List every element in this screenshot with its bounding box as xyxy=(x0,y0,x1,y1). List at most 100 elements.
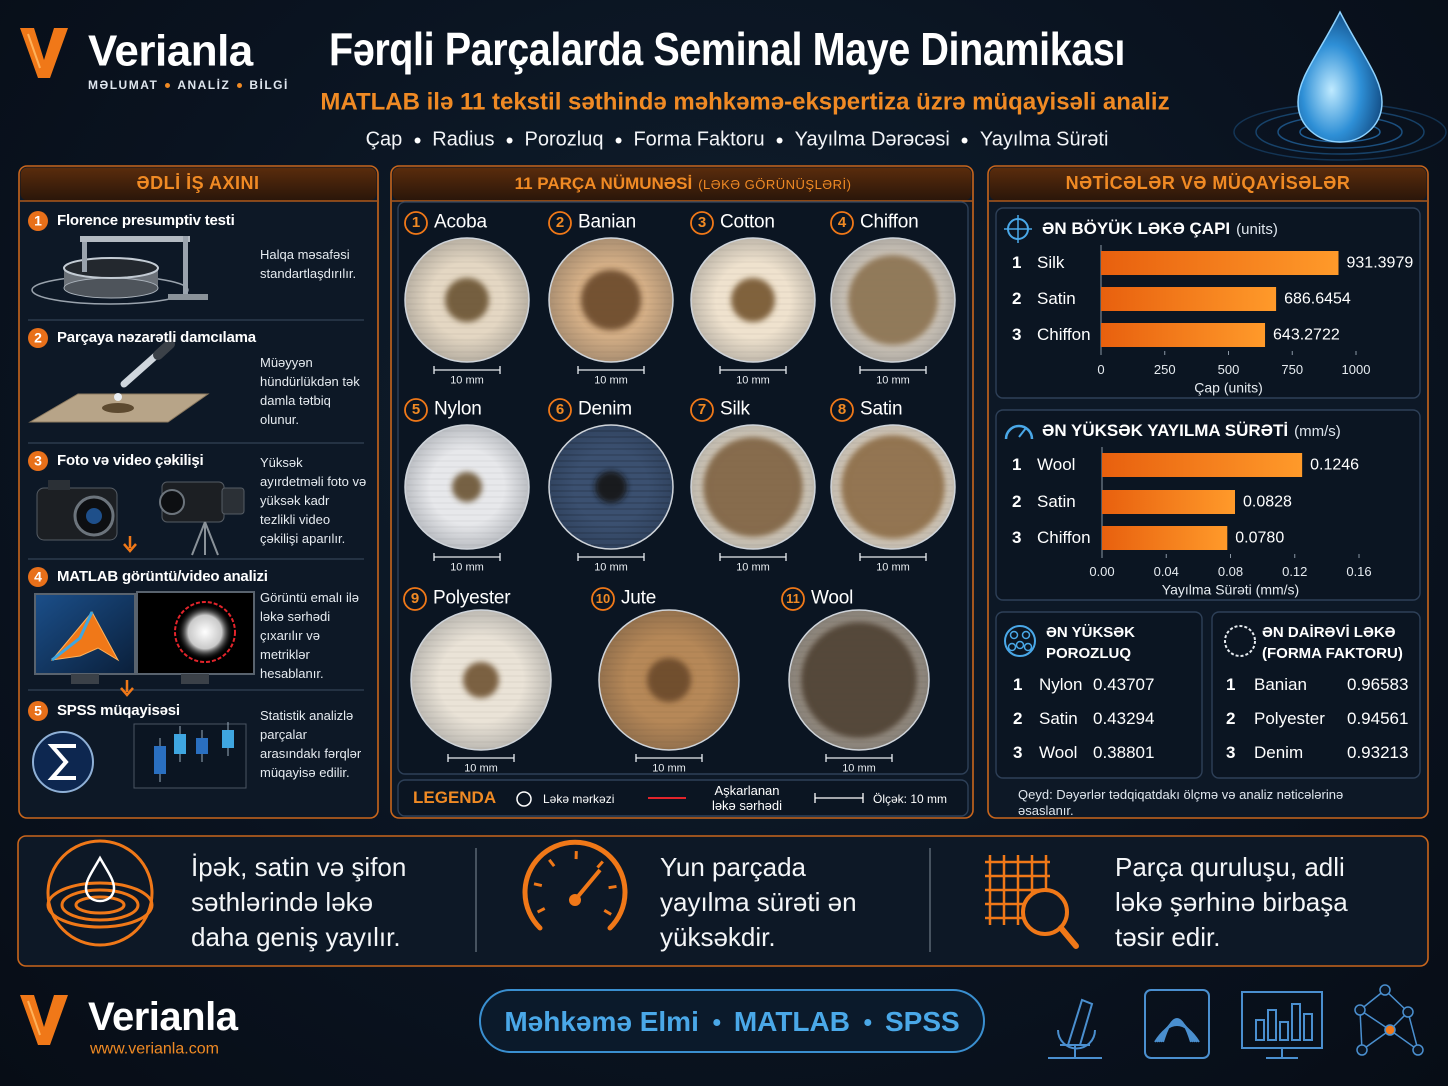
separator-dot xyxy=(506,137,513,143)
separator-dot xyxy=(863,1018,871,1026)
separator-dot xyxy=(615,137,622,143)
footer-icon xyxy=(1291,1003,1301,1041)
scale-bar xyxy=(859,553,927,561)
illustration xyxy=(159,489,185,515)
finding-icon xyxy=(1058,925,1079,949)
scale-bar xyxy=(719,366,787,374)
table-value: 0.94561 xyxy=(1347,708,1409,728)
illustration xyxy=(51,611,94,662)
bar xyxy=(1101,287,1277,311)
table-value: 0.43707 xyxy=(1093,674,1155,694)
tag: MATLAB xyxy=(733,1006,850,1037)
rank: 1 xyxy=(1012,252,1022,272)
finding-icon xyxy=(522,839,628,931)
illustration xyxy=(153,339,175,360)
step-title: Foto və video çəkilişi xyxy=(57,452,204,469)
table-name: Denim xyxy=(1254,742,1304,762)
separator-dot xyxy=(237,82,243,88)
illustration xyxy=(196,738,208,754)
footer-icon xyxy=(1267,1009,1277,1041)
tagline-list: MƏLUMAT ANALİZ BİLGİ xyxy=(88,78,289,92)
chart-icon xyxy=(1004,424,1034,440)
finding-icon xyxy=(1021,888,1069,936)
table-icon xyxy=(1015,640,1025,650)
tagline: BİLGİ xyxy=(249,78,289,92)
table-icon xyxy=(1007,642,1017,652)
rank: 1 xyxy=(1013,674,1023,694)
panel-title-part: 11 PARÇA NÜMUNƏSİ xyxy=(514,174,693,193)
finding-icon xyxy=(608,884,617,890)
metric: Yayılma Sürəti xyxy=(979,128,1109,151)
footer-icon xyxy=(1412,1044,1424,1056)
scale-label: 10 mm xyxy=(594,561,628,574)
footer-icon xyxy=(1144,989,1210,1059)
scale-label: 10 mm xyxy=(876,561,910,574)
scale-bar xyxy=(447,754,515,762)
chart-title-part: ƏN YÜKSƏK YAYILMA SÜRƏTİ xyxy=(1042,421,1289,440)
rank: 2 xyxy=(1013,708,1023,728)
scale-bar xyxy=(825,754,893,762)
stain xyxy=(801,622,917,738)
sample-badge xyxy=(403,587,427,611)
inner-box xyxy=(1211,611,1421,779)
tagline: MƏLUMAT xyxy=(88,78,159,92)
step-number: 2 xyxy=(34,329,42,346)
panel-header xyxy=(989,167,1427,201)
stain xyxy=(841,435,945,539)
panel-header xyxy=(20,167,377,201)
illustration xyxy=(191,521,219,556)
footer-icon xyxy=(1359,1009,1363,1051)
logo-text: Verianla xyxy=(88,995,238,1039)
footer-icon xyxy=(1160,1019,1194,1043)
title: Fərqli Parçalarda Seminal Maye Dinamikas… xyxy=(329,23,1125,75)
chart-icon xyxy=(1018,427,1027,438)
illustration xyxy=(63,277,159,299)
x-tick-label: 0.00 xyxy=(1089,564,1115,580)
illustration xyxy=(82,236,87,272)
legend-item: Aşkarlanan ləkə sərhədi xyxy=(711,783,783,813)
value-label: 931.3979 xyxy=(1346,254,1414,272)
bar xyxy=(1102,453,1303,477)
table-name: Banian xyxy=(1254,674,1307,694)
sample-name: Nylon xyxy=(434,398,482,420)
illustration xyxy=(47,744,76,780)
rank: 1 xyxy=(1226,674,1236,694)
rank: 2 xyxy=(1012,491,1022,511)
stain xyxy=(581,270,641,330)
scale-label: 10 mm xyxy=(450,561,484,574)
chart-title: ƏN YÜKSƏK YAYILMA SÜRƏTİ (mm/s) xyxy=(1042,421,1341,441)
scale-bar xyxy=(433,553,501,561)
panel-title: NƏTİCƏLƏR VƏ MÜQAYİSƏLƏR xyxy=(1065,173,1351,194)
sample-badge xyxy=(690,398,714,422)
sample-name: Wool xyxy=(811,587,854,609)
rank: 3 xyxy=(1012,527,1022,547)
step-title: Florence presumptiv testi xyxy=(57,212,235,229)
step-text: Müəyyən hündürlükdən tək damla tətbiq ol… xyxy=(260,355,360,427)
sample-badge xyxy=(690,211,714,235)
value-label: 686.6454 xyxy=(1284,290,1351,308)
footer-icon xyxy=(1402,1006,1414,1018)
rank: 2 xyxy=(1226,708,1236,728)
legend-title: LEGENDA xyxy=(413,787,497,807)
category-label: Satin xyxy=(1037,491,1076,511)
chart-title-part: (units) xyxy=(1236,220,1278,238)
scale-bar xyxy=(433,366,501,374)
step-badge xyxy=(28,567,48,587)
illustration xyxy=(221,487,245,515)
finding-icon xyxy=(603,909,612,916)
url: www.verianla.com xyxy=(90,1040,219,1058)
sample-name: Banian xyxy=(578,211,636,233)
step-title: Parçaya nəzarətli damcılama xyxy=(57,329,256,346)
table-icon xyxy=(1023,642,1033,652)
sample-number: 2 xyxy=(555,214,565,231)
table-name: Polyester xyxy=(1254,708,1325,728)
footer-icon xyxy=(1379,984,1391,996)
x-tick-label: 750 xyxy=(1281,362,1304,378)
footer-icon xyxy=(1407,1011,1419,1051)
panel-title-part: (LƏKƏ GÖRÜNÜŞLƏRİ) xyxy=(698,176,852,192)
sample-number: 5 xyxy=(411,401,421,418)
legend-symbol xyxy=(814,793,864,803)
sample-number: 9 xyxy=(410,590,420,607)
table-icon xyxy=(1021,630,1031,640)
sample-number: 1 xyxy=(411,214,421,231)
